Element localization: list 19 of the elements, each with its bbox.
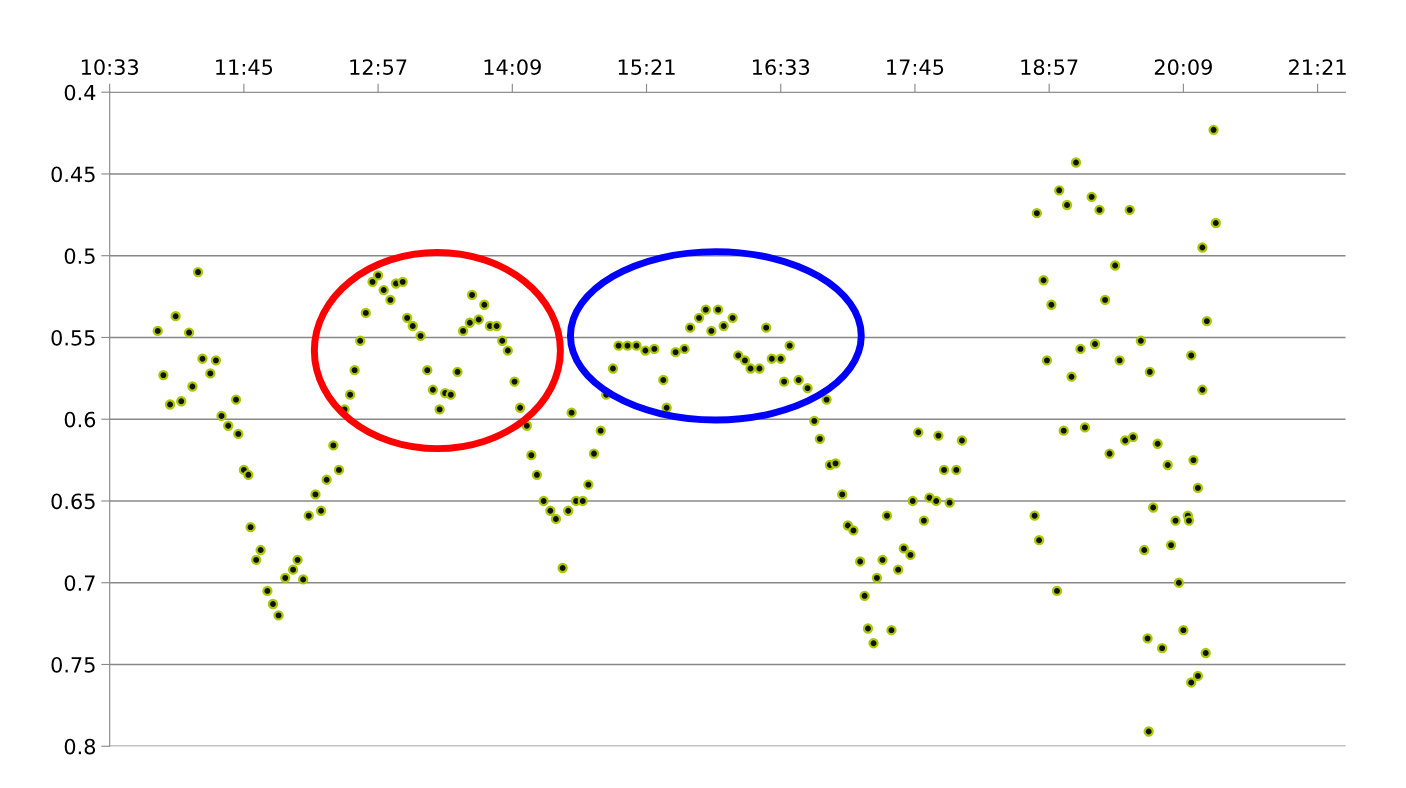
y-tick-label: 0.6: [64, 411, 96, 428]
x-tick-label: 20:09: [1154, 59, 1212, 75]
y-tick-label: 0.65: [51, 493, 95, 510]
y-tick-label: 0.8: [64, 738, 96, 755]
x-tick-label: 10:33: [81, 59, 139, 75]
x-tick-label: 21:21: [1289, 59, 1346, 75]
y-tick-label: 0.5: [64, 248, 95, 264]
y-tick-label: 0.55: [51, 329, 95, 346]
x-tick-label: 18:57: [1021, 59, 1078, 75]
x-tick-label: 14:09: [484, 59, 541, 75]
x-tick-label: 11:45: [216, 59, 273, 75]
y-tick-label: 0.45: [51, 166, 95, 183]
y-tick-label: 0.75: [51, 656, 95, 673]
x-tick-label: 15:21: [618, 59, 675, 75]
y-tick-label: 0.4: [64, 84, 96, 101]
x-tick-label: 17:45: [887, 59, 944, 75]
x-tick-label: 16:33: [753, 59, 810, 75]
y-tick-label: 0.7: [64, 575, 95, 591]
x-tick-label: 12:57: [350, 59, 407, 75]
